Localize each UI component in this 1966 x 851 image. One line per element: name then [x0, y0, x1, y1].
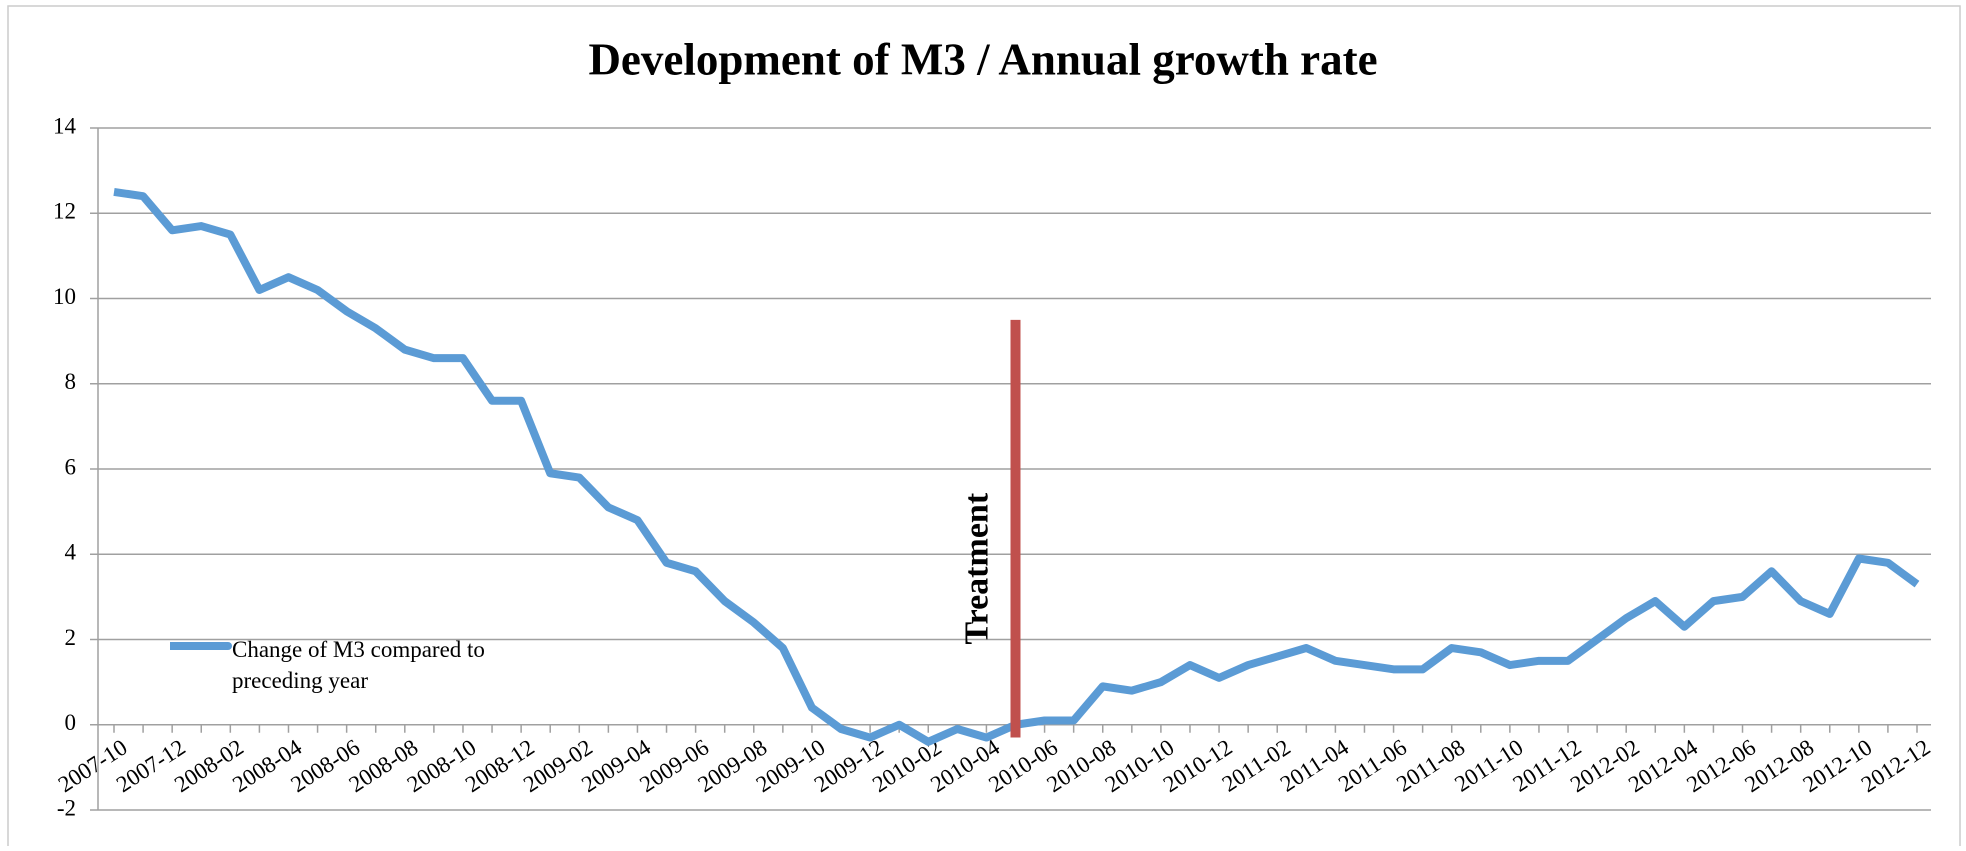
y-tick-label: -2	[57, 795, 76, 820]
chart-title: Development of M3 / Annual growth rate	[588, 34, 1377, 84]
y-tick-label: 8	[65, 369, 77, 394]
y-tick-label: 12	[53, 199, 76, 224]
y-tick-label: 10	[53, 284, 76, 309]
legend: Change of M3 compared to preceding year	[170, 636, 562, 696]
y-tick-label: 4	[65, 540, 77, 565]
y-tick-label: 0	[65, 710, 77, 735]
chart-frame	[7, 5, 1961, 851]
legend-label: Change of M3 compared to preceding year	[232, 637, 485, 693]
y-tick-label: 6	[65, 454, 77, 479]
y-tick-label: 14	[53, 113, 77, 138]
legend-swatch	[170, 642, 232, 650]
y-tick-label: 2	[65, 625, 77, 650]
annotation-label: Treatment	[958, 492, 995, 644]
